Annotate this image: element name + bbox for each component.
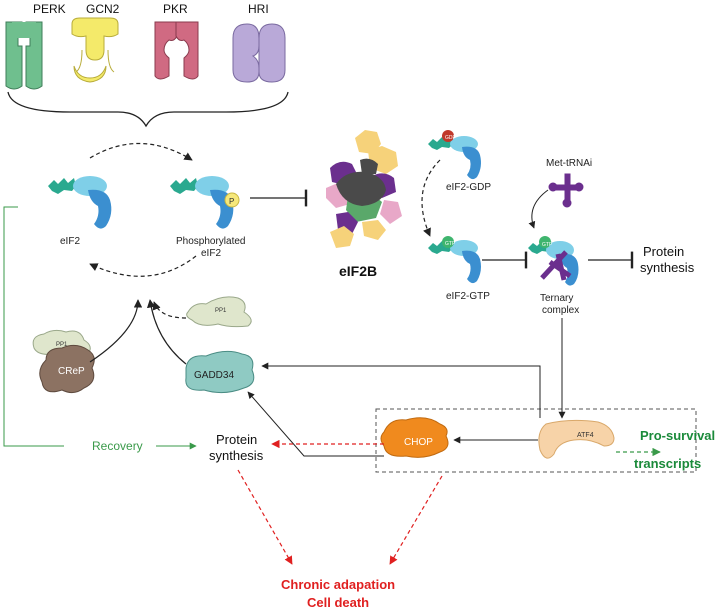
protein-synthesis-left-line1: Protein xyxy=(216,432,257,447)
chop-label: CHOP xyxy=(404,437,433,448)
atf4-box-to-death-arrow xyxy=(389,475,443,565)
protein-synthesis-right-line2: synthesis xyxy=(640,260,695,275)
atf4-to-gadd34-arrow xyxy=(261,362,541,418)
hri-subunit-right-icon xyxy=(258,23,286,83)
recovery-label: Recovery xyxy=(92,439,143,453)
gtp-tag: GTP xyxy=(445,241,456,247)
hri-subunit-left-icon xyxy=(232,23,260,83)
protein-synthesis-right-line1: Protein xyxy=(643,244,684,259)
gadd34-label: GADD34 xyxy=(194,370,234,381)
gcn2-dimer-icon xyxy=(71,17,119,61)
chop-to-gadd34-arrow xyxy=(247,391,384,457)
outcome-line1: Chronic adapation xyxy=(281,577,395,592)
pkr-kinase: PKR xyxy=(154,2,199,80)
gcn2-kinase: GCN2 xyxy=(71,2,120,83)
pp1-gadd34-partner-icon xyxy=(186,296,252,328)
pp1-label-left: PP1 xyxy=(56,342,68,348)
ternary-complex-label-line1: Ternary xyxy=(540,293,573,304)
pkr-label: PKR xyxy=(163,2,188,16)
ternary-gtp-tag: GTP xyxy=(542,242,553,248)
hri-kinase: HRI xyxy=(232,2,286,83)
perk-subunit-right-icon xyxy=(25,21,43,90)
dephosphorylation-arrow xyxy=(89,255,197,277)
eif2-protein-icon xyxy=(48,176,112,229)
crep-label: CReP xyxy=(58,366,85,377)
phosphate-icon xyxy=(224,192,240,208)
crep-arrow xyxy=(89,299,143,363)
pp1-recruit-arrow xyxy=(152,301,187,319)
eif2-gdp-label: eIF2-GDP xyxy=(446,182,491,193)
kinase-brace xyxy=(7,91,289,128)
outcome-line2: Cell death xyxy=(307,595,369,610)
protein-synthesis-left-line2: synthesis xyxy=(209,448,264,463)
eif2-gtp-icon xyxy=(428,236,481,284)
gcn2-label: GCN2 xyxy=(86,2,120,16)
gadd34-arrow xyxy=(146,299,187,365)
atf4-icon xyxy=(538,419,615,459)
perk-kinase: PERK xyxy=(5,2,66,90)
eif2-gtp-label: eIF2-GTP xyxy=(446,291,490,302)
chop-icon xyxy=(380,417,449,458)
pkr-subunit-right-icon xyxy=(175,21,199,80)
recovery-feedback-line xyxy=(3,206,64,447)
met-trna-icon xyxy=(548,173,584,208)
eif2b-label: eIF2B xyxy=(339,263,377,279)
pkr-subunit-left-icon xyxy=(154,21,178,80)
perk-label: PERK xyxy=(33,2,66,16)
phosphorylated-eif2-label-line1: Phosphorylated xyxy=(176,236,246,247)
pro-survival-line1: Pro-survival xyxy=(640,428,715,443)
ternary-complex-label-line2: complex xyxy=(542,305,579,316)
atf4-label: ATF4 xyxy=(577,432,594,439)
phosphorylated-eif2-label-line2: eIF2 xyxy=(201,248,221,259)
gdp-tag: GDP xyxy=(445,135,457,141)
gadd34-icon xyxy=(185,350,255,394)
hri-label: HRI xyxy=(248,2,269,16)
crep-icon xyxy=(39,344,95,394)
met-trna-label: Met-tRNAi xyxy=(546,158,592,169)
eif2-gdp-icon xyxy=(428,130,481,180)
ternary-complex-icon xyxy=(528,236,579,286)
atf4-response-box xyxy=(375,408,697,473)
phosphorylation-arrow xyxy=(89,142,193,161)
trna-to-ternary-arrow xyxy=(528,189,549,229)
pp1-label-right: PP1 xyxy=(215,308,227,314)
gdp-gtp-exchange-arrow xyxy=(421,159,441,237)
eif2-label: eIF2 xyxy=(60,236,80,247)
phosphate-symbol: P xyxy=(229,197,234,206)
pro-survival-line2: transcripts xyxy=(634,456,701,471)
synthesis-to-death-arrow xyxy=(237,469,293,565)
phosphorylated-eif2-icon xyxy=(170,176,234,229)
eif2b-complex-icon xyxy=(326,130,402,248)
